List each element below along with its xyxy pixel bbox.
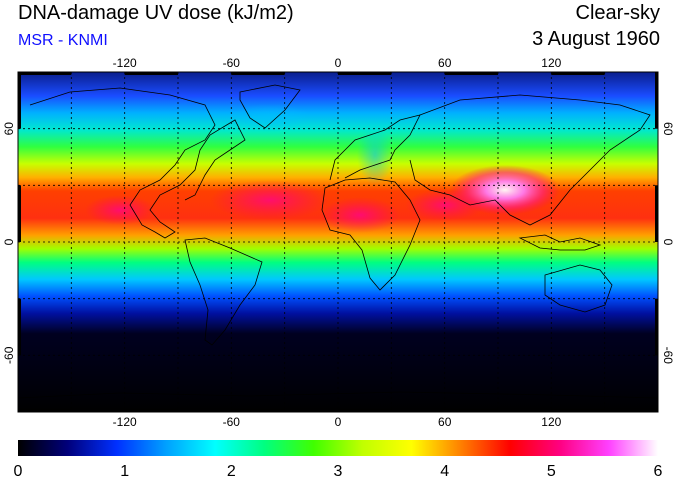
lon-tick-bottom: -60 [223, 415, 241, 429]
colorbar-tick-label: 0 [14, 463, 23, 480]
colorbar-tick-label: 2 [227, 463, 236, 480]
lat-tick-left: 60 [2, 122, 16, 136]
map-frame [17, 71, 659, 413]
greenland-coast [239, 84, 301, 129]
colorbar-tick-label: 5 [547, 463, 556, 480]
lon-tick-bottom: 0 [335, 415, 342, 429]
asia-coast [409, 94, 651, 226]
graticule [18, 72, 658, 412]
lon-tick-bottom: -120 [113, 415, 137, 429]
colorbar-tick-label: 6 [654, 463, 663, 480]
colorbar [18, 440, 658, 456]
lat-tick-right: 60 [661, 122, 675, 136]
south-america-coast [184, 237, 263, 346]
antarctica-coast [18, 391, 658, 399]
coastlines [18, 84, 658, 399]
lat-tick-right: -60 [661, 347, 675, 365]
lon-tick-bottom: 120 [541, 415, 561, 429]
lat-tick-left: 0 [2, 238, 16, 245]
colorbar-tick-label: 4 [440, 463, 449, 480]
date-label: 3 August 1960 [532, 28, 660, 50]
colorbar-labels: 0 1 2 3 4 5 6 [14, 463, 663, 480]
lon-tick-bottom: 60 [438, 415, 452, 429]
lon-tick-top: -120 [113, 56, 137, 70]
lon-tick-top: 60 [438, 56, 452, 70]
lon-tick-top: 120 [541, 56, 561, 70]
lat-tick-right: 0 [661, 239, 675, 246]
lat-tick-left: -60 [2, 346, 16, 364]
data-source-label: MSR - KNMI [18, 32, 108, 49]
europe-coast [329, 114, 421, 181]
lon-tick-top: 0 [335, 56, 342, 70]
africa-coast [321, 177, 421, 291]
north-america-coast [29, 87, 246, 239]
sky-condition-label: Clear-sky [575, 2, 660, 24]
southeast-asia-islands [518, 234, 602, 251]
map-title: DNA-damage UV dose (kJ/m2) [18, 2, 294, 24]
colorbar-tick-label: 3 [334, 463, 343, 480]
colorbar-tick-label: 1 [120, 463, 129, 480]
lon-tick-top: -60 [223, 56, 241, 70]
